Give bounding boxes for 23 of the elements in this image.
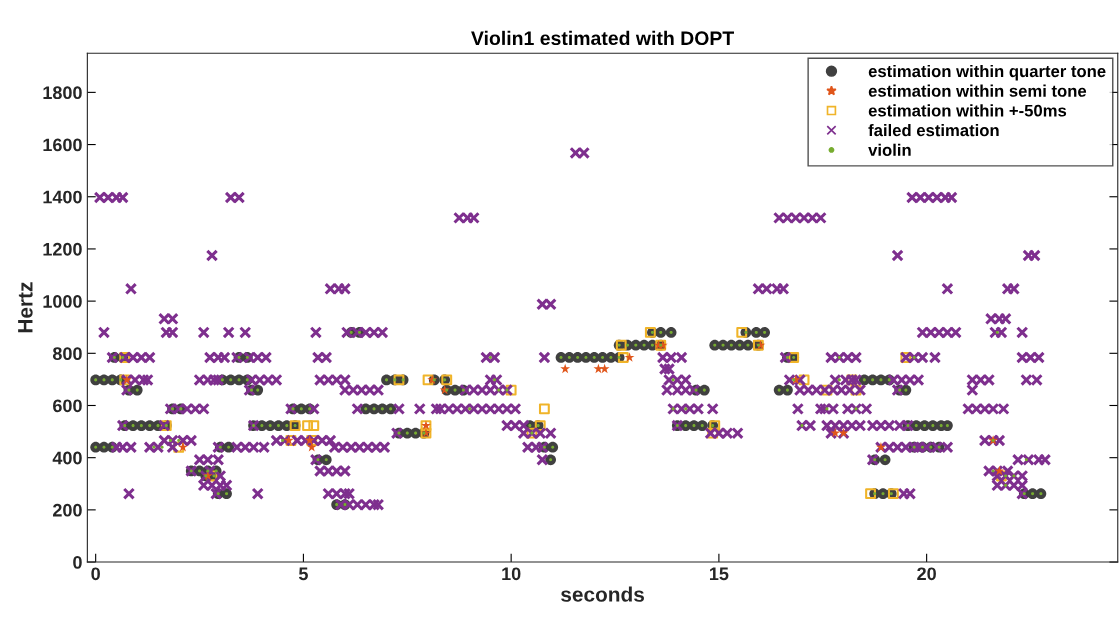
legend-label: estimation within +-50ms	[868, 104, 1067, 117]
x-tick-label: 15	[709, 567, 729, 581]
legend-label: failed estimation	[868, 124, 999, 137]
y-tick-label: 800	[52, 347, 82, 361]
legend-label: estimation within quarter tone	[868, 64, 1106, 81]
y-tick-label: 1000	[43, 295, 82, 308]
y-tick-label: 400	[52, 451, 82, 465]
y-tick-label: 0	[73, 555, 82, 569]
y-tick-label: 1600	[43, 138, 82, 152]
y-axis-title: Hertz	[18, 282, 33, 333]
y-tick-label: 200	[53, 503, 82, 517]
y-tick-label: 1800	[43, 86, 82, 100]
x-axis-title: seconds	[561, 586, 644, 602]
x-tick-label: 0	[91, 567, 100, 581]
legend-label: estimation within semi tone	[868, 84, 1087, 97]
chart-title: Violin1 estimated with DOPT	[471, 30, 734, 46]
y-tick-label: 600	[53, 399, 82, 413]
y-tick-label: 1200	[43, 242, 82, 256]
legend-label: violin	[868, 143, 911, 156]
x-tick-label: 10	[502, 567, 521, 581]
x-tick-label: 20	[917, 567, 936, 581]
y-tick-label: 1400	[43, 190, 82, 204]
x-tick-label: 5	[298, 567, 308, 581]
